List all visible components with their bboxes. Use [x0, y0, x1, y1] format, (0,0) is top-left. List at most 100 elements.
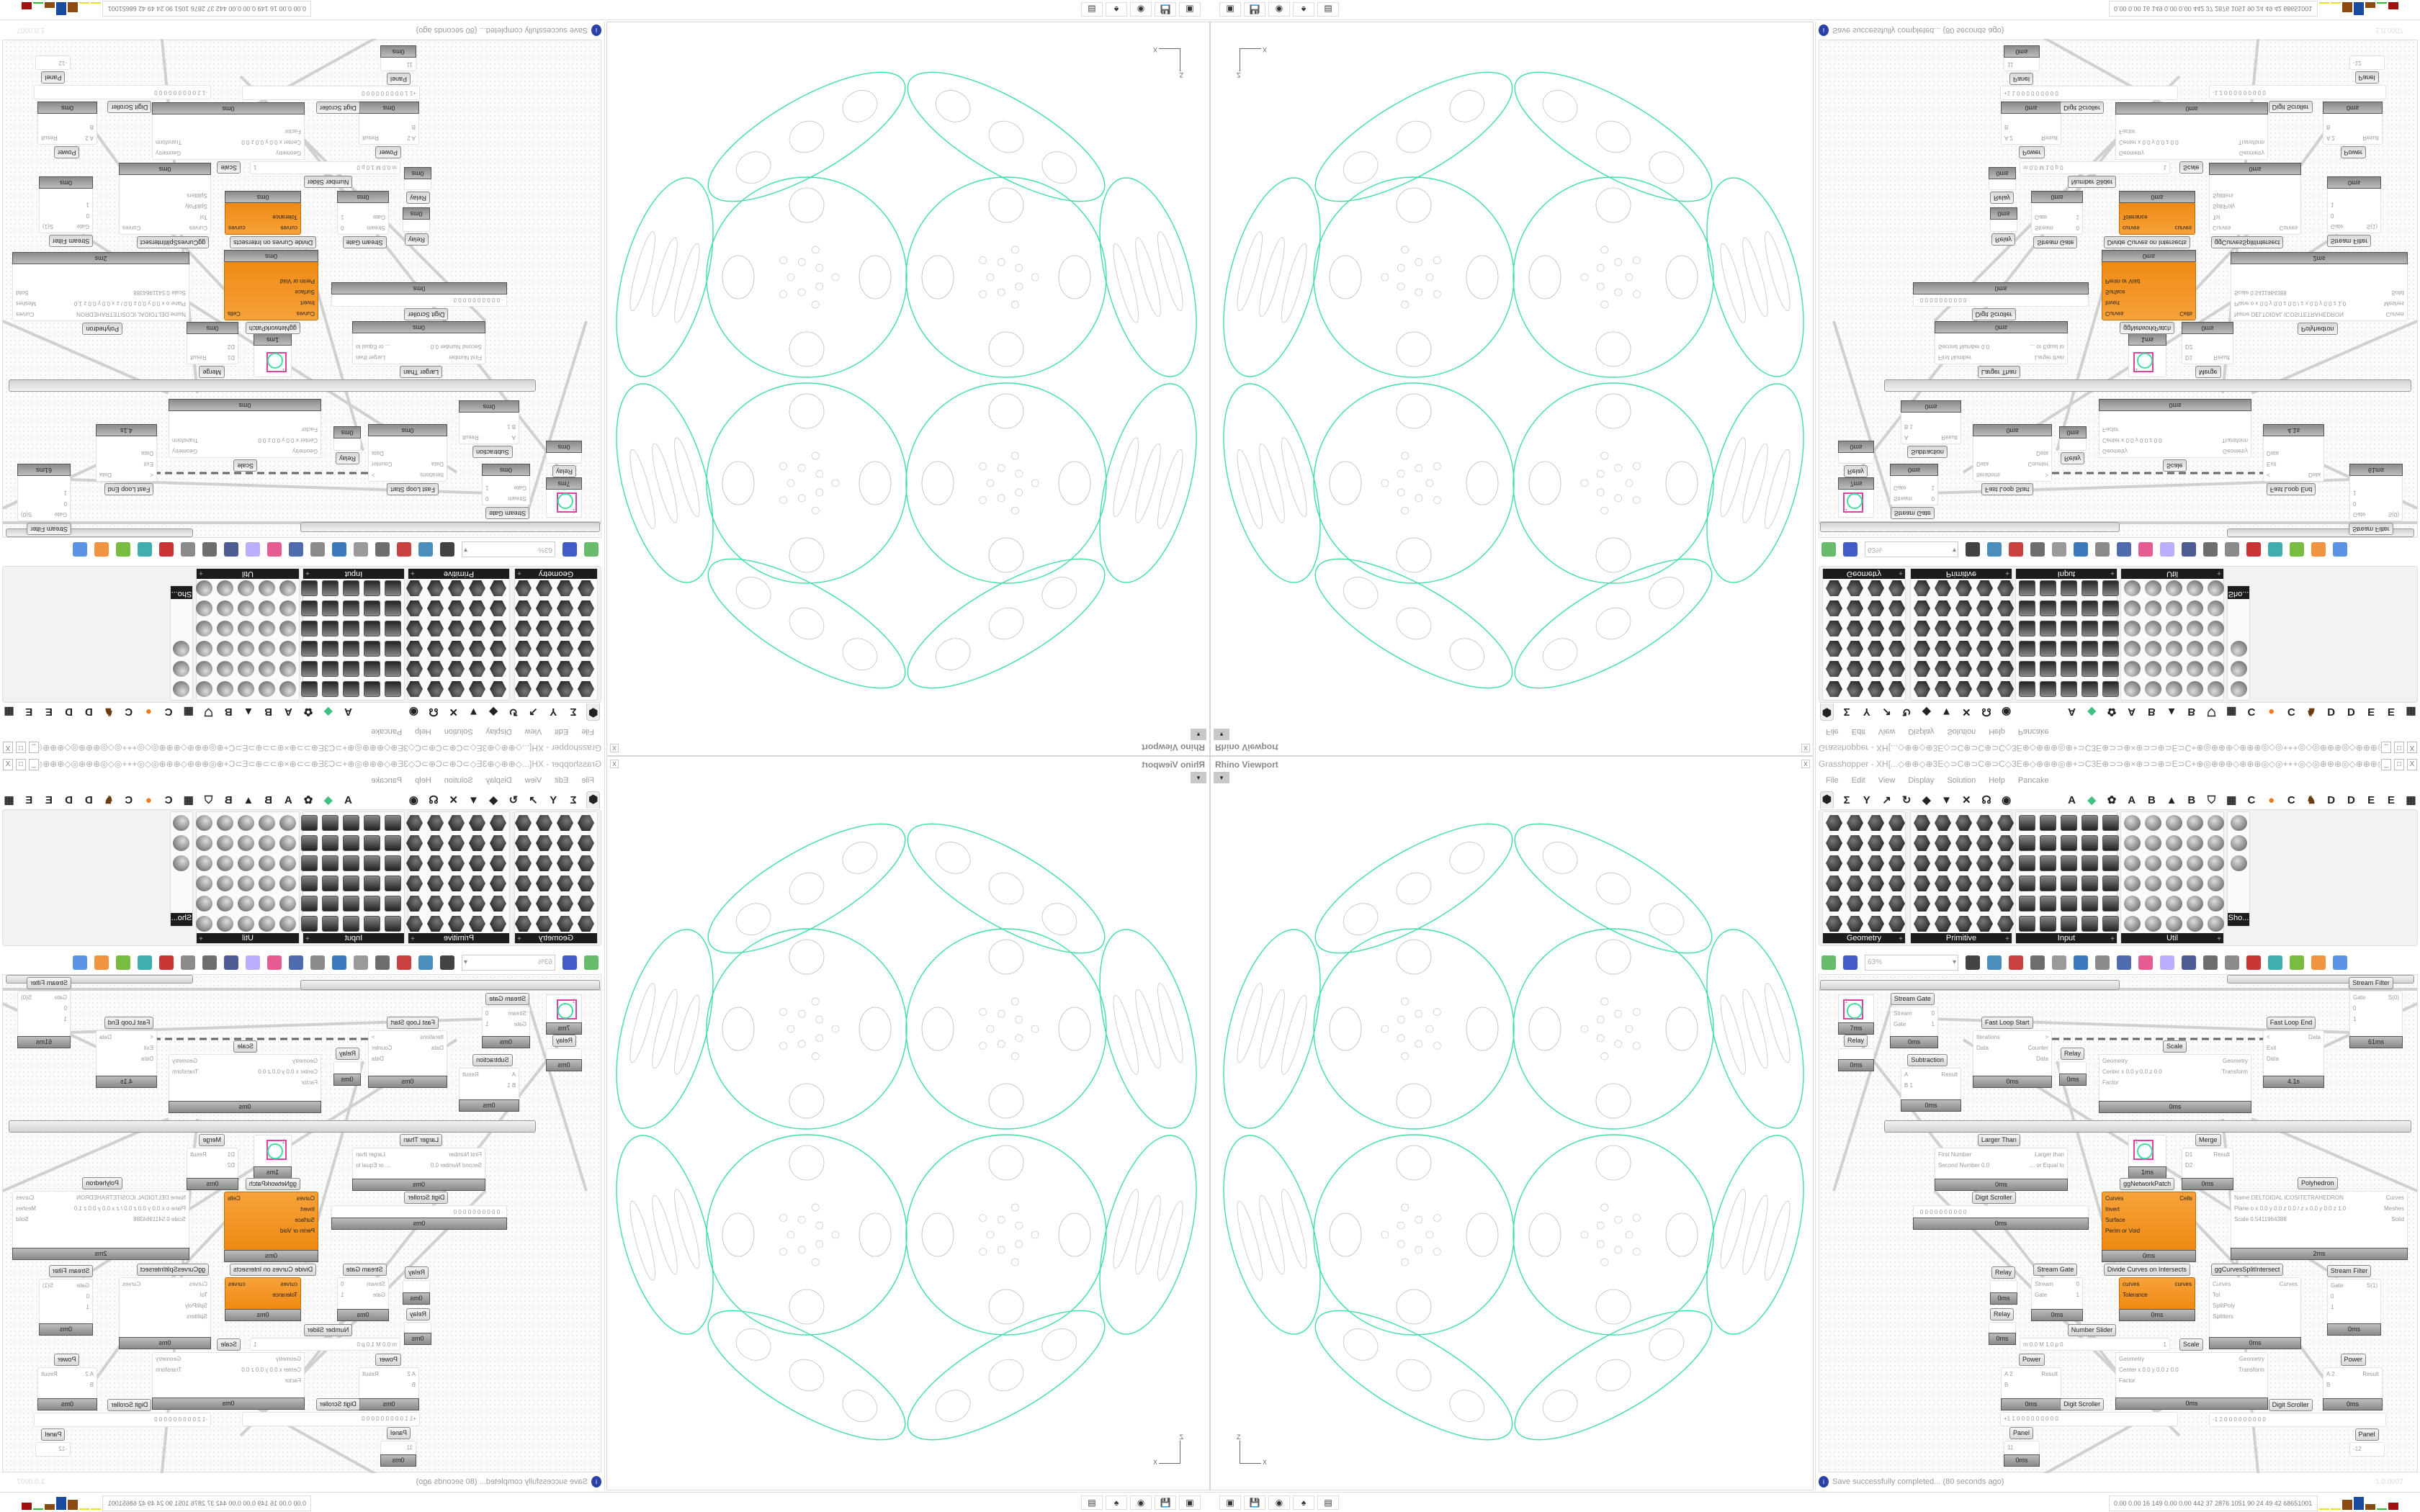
node-title-scale[interactable]: Scale: [2163, 459, 2187, 472]
component-icon[interactable]: [2102, 580, 2119, 596]
orange-circle-icon[interactable]: ●: [145, 793, 152, 806]
orange-sphere-icon[interactable]: [2311, 955, 2326, 970]
plugin-a2-icon[interactable]: A: [2128, 793, 2136, 806]
component-icon[interactable]: [385, 661, 401, 677]
bulb-icon[interactable]: [246, 542, 260, 557]
close-icon[interactable]: x: [610, 744, 619, 752]
component-icon[interactable]: [343, 621, 359, 636]
group-header[interactable]: [9, 379, 536, 392]
component-icon[interactable]: [1976, 855, 1993, 871]
component-icon[interactable]: [1976, 641, 1993, 657]
zoom-extents-icon[interactable]: [1966, 955, 1980, 970]
component-icon[interactable]: [196, 855, 212, 871]
node-title-digit-scroller[interactable]: Digit Scroller: [2060, 1398, 2105, 1410]
node-scale[interactable]: Geometry Center x 0.0 y 0.0 z 0.0 Factor Ge…: [169, 399, 321, 458]
component-icon[interactable]: [322, 835, 339, 851]
sketch-icon[interactable]: [2009, 542, 2023, 557]
component-icon[interactable]: [1935, 580, 1951, 596]
expand-icon[interactable]: +: [199, 935, 203, 943]
component-icon[interactable]: [1955, 835, 1972, 851]
component-icon[interactable]: [1826, 855, 1842, 871]
node-divide-curves-on-intersects[interactable]: curves Tolerance curves 0ms: [2119, 1277, 2195, 1321]
component-icon[interactable]: [578, 876, 594, 891]
gha-icon[interactable]: [332, 955, 346, 970]
component-icon[interactable]: [364, 600, 380, 616]
at-icon[interactable]: [354, 542, 368, 557]
component-icon[interactable]: [322, 600, 339, 616]
node-title-power[interactable]: Power: [2019, 146, 2045, 158]
rooster-icon[interactable]: ♞: [2306, 794, 2316, 806]
component-icon[interactable]: [364, 641, 380, 657]
component-icon[interactable]: [1914, 835, 1930, 851]
component-icon[interactable]: [536, 916, 552, 932]
component-icon[interactable]: [238, 580, 254, 596]
component-icon[interactable]: [448, 621, 465, 636]
zoom-level-field[interactable]: 63% ▾: [462, 955, 555, 971]
plugin-a-icon[interactable]: A: [2068, 793, 2076, 806]
node-ggnetworkpatch[interactable]: Curves Invert Surface Perim or Void Cells 0ms: [224, 250, 318, 320]
close-icon[interactable]: x: [610, 760, 619, 768]
component-icon[interactable]: [1914, 896, 1930, 912]
component-icon[interactable]: [515, 621, 532, 636]
gha-icon[interactable]: [332, 542, 346, 557]
component-icon[interactable]: [2124, 855, 2141, 871]
sketch-icon[interactable]: [2009, 955, 2023, 970]
sets-icon[interactable]: Y: [1863, 793, 1870, 806]
component-icon[interactable]: [557, 621, 573, 636]
component-icon[interactable]: [2166, 815, 2182, 831]
component-icon[interactable]: [2061, 580, 2077, 596]
component-icon[interactable]: [1935, 815, 1951, 831]
component-icon[interactable]: [1914, 641, 1930, 657]
node-stream-gate[interactable]: Stream Gate 0 1 0ms: [337, 1277, 389, 1321]
component-icon[interactable]: [1976, 835, 1993, 851]
component-icon[interactable]: [259, 621, 275, 636]
component-icon[interactable]: [2145, 641, 2161, 657]
preview-eye-icon[interactable]: [418, 955, 433, 970]
palette-label[interactable]: Geometry: [1823, 569, 1905, 579]
node-title-power[interactable]: Power: [375, 1354, 401, 1366]
component-icon[interactable]: [322, 641, 339, 657]
menu-edit[interactable]: Edit: [555, 776, 569, 785]
gha-icon[interactable]: [2074, 955, 2088, 970]
component-icon[interactable]: [536, 580, 552, 596]
node-title-ggcurvessplitintersect[interactable]: ggCurvesSplitIntersect: [136, 236, 210, 248]
node-title-digit-scroller[interactable]: Digit Scroller: [2060, 102, 2105, 114]
menu-help[interactable]: Help: [415, 776, 431, 785]
node-ggnetworkpatch[interactable]: Curves Invert Surface Perim or Void Cells 0ms: [2102, 250, 2196, 320]
component-icon[interactable]: [2102, 621, 2119, 636]
node-digit-scroller[interactable]: · 0 0 0 0 0 0 0 0 0 0 0ms: [331, 1205, 507, 1230]
component-icon[interactable]: [1847, 681, 1863, 697]
component-icon[interactable]: [469, 815, 485, 831]
component-icon[interactable]: [259, 600, 275, 616]
component-icon[interactable]: [1935, 876, 1951, 891]
close-button[interactable]: X: [3, 759, 13, 770]
grasshopper-canvas[interactable]: Stream Filter Gate 0 1 S(0) 61ms 1 7ms Relay 0ms S…: [1819, 39, 2418, 538]
component-icon[interactable]: [557, 916, 573, 932]
component-icon[interactable]: [536, 641, 552, 657]
plugin-b-icon[interactable]: B: [264, 706, 273, 719]
component-icon[interactable]: [364, 661, 380, 677]
preview-eye-icon[interactable]: [1987, 955, 2002, 970]
search-icon[interactable]: [2117, 955, 2131, 970]
node-title-number-slider[interactable]: Number Slider: [2067, 1324, 2117, 1336]
component-icon[interactable]: [406, 661, 423, 677]
component-icon[interactable]: [364, 815, 380, 831]
component-icon[interactable]: [2061, 681, 2077, 697]
palette-label[interactable]: Sho...: [2228, 913, 2249, 926]
component-icon[interactable]: [515, 600, 532, 616]
menu-display[interactable]: Display: [1908, 776, 1935, 785]
node-ggnetworkpatch[interactable]: Curves Invert Surface Perim or Void Cells 0ms: [224, 1192, 318, 1262]
maximize-button[interactable]: □: [16, 759, 26, 770]
expand-icon[interactable]: +: [517, 935, 521, 943]
component-icon[interactable]: [515, 580, 532, 596]
zoom-extents-icon[interactable]: [1966, 542, 1980, 557]
component-icon[interactable]: [448, 835, 465, 851]
mountain-icon[interactable]: ▲: [243, 793, 254, 806]
firefox-icon[interactable]: ◉: [1268, 2, 1290, 17]
component-icon[interactable]: [1955, 815, 1972, 831]
orange-sphere-icon[interactable]: [94, 955, 109, 970]
group-header[interactable]: [1820, 980, 2120, 990]
node-stream-gate[interactable]: Stream Gate 0 1 0ms: [2031, 1277, 2083, 1321]
component-icon[interactable]: [469, 600, 485, 616]
